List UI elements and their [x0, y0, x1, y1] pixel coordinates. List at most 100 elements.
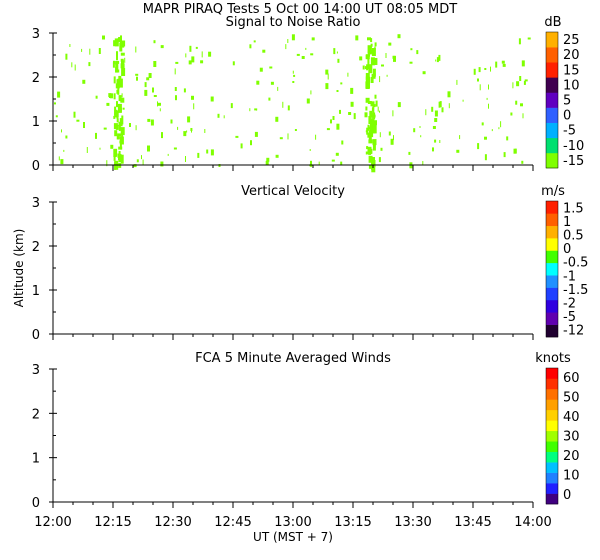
snr-return-mark [488, 103, 489, 109]
snr-return-mark [375, 100, 378, 107]
snr-return-mark [82, 79, 86, 84]
snr-streak-mark [114, 38, 119, 47]
colorbar-segment [546, 62, 558, 78]
snr-return-mark [197, 152, 200, 158]
snr-return-mark [381, 64, 384, 67]
snr-return-mark [390, 138, 394, 145]
snr-return-mark [325, 83, 329, 90]
snr-return-mark [519, 76, 522, 81]
snr-return-mark [170, 119, 173, 124]
snr-return-mark [195, 46, 198, 49]
snr-return-mark [191, 95, 194, 100]
snr-return-mark [135, 125, 137, 131]
snr-return-mark [490, 66, 491, 72]
snr-return-mark [501, 60, 505, 64]
snr-return-mark [201, 51, 203, 58]
snr-return-mark [135, 46, 137, 53]
snr-streak-mark [118, 122, 121, 131]
snr-return-mark [55, 115, 58, 118]
snr-streak-mark [367, 58, 370, 67]
x-tick-label: 12:00 [34, 515, 71, 530]
snr-return-mark [484, 68, 487, 70]
y-tick-label: 2 [32, 240, 40, 255]
snr-return-mark [275, 154, 279, 158]
colorbar-frame [545, 367, 559, 505]
snr-return-mark [285, 44, 287, 50]
snr-return-mark [335, 152, 339, 156]
snr-return-mark [310, 90, 312, 95]
colorbar-segment [546, 430, 558, 442]
snr-streak-mark [365, 97, 370, 103]
snr-streak-mark [113, 93, 116, 100]
snr-return-mark [89, 48, 91, 55]
units-label: dB [544, 15, 561, 30]
snr-return-mark [522, 113, 524, 119]
snr-return-mark [478, 67, 481, 73]
snr-streak-mark [368, 50, 373, 54]
snr-return-mark [161, 132, 163, 139]
colorbar-segment [546, 152, 558, 169]
colorbar-segment [546, 493, 558, 505]
snr-return-mark [292, 70, 294, 74]
snr-return-mark [183, 131, 187, 137]
snr-streak-mark [370, 120, 373, 124]
snr-return-mark [434, 139, 437, 143]
y-tick-label: 0 [32, 496, 40, 511]
colorbar-segment [546, 287, 558, 301]
colorbar-label: 10 [563, 468, 580, 483]
x-tick-label: 13:15 [334, 515, 371, 530]
snr-return-mark [333, 48, 336, 55]
snr-return-mark [160, 45, 164, 49]
colorbar-segment [546, 77, 558, 93]
snr-streak-mark [115, 63, 119, 72]
snr-return-mark [336, 123, 340, 130]
snr-return-mark [190, 128, 193, 131]
snr-streak-mark [118, 95, 122, 102]
snr-streak-mark [366, 127, 369, 135]
snr-return-mark [106, 102, 110, 106]
snr-return-mark [479, 84, 481, 91]
snr-streak-mark [372, 141, 376, 151]
snr-return-mark [256, 80, 260, 85]
snr-return-mark [210, 149, 214, 156]
snr-returns [54, 34, 531, 173]
snr-return-mark [432, 126, 436, 129]
snr-return-mark [58, 156, 60, 161]
snr-return-mark [385, 53, 387, 58]
snr-return-mark [374, 94, 377, 99]
snr-streak-mark [369, 130, 373, 136]
snr-return-mark [88, 62, 91, 67]
y-tick-label: 3 [32, 363, 40, 378]
colorbar-label: -12 [563, 324, 584, 339]
snr-return-mark [191, 56, 195, 63]
colorbar-label: 15 [563, 63, 580, 78]
snr-return-mark [108, 93, 112, 98]
colorbar-label: 40 [563, 410, 580, 425]
colorbar-frame [545, 200, 559, 338]
x-tick-label: 13:45 [454, 515, 491, 530]
snr-streak-mark [368, 164, 373, 169]
snr-return-mark [152, 87, 154, 93]
snr-return-mark [364, 112, 368, 118]
snr-return-mark [359, 56, 363, 61]
colorbar-frame [545, 31, 559, 169]
snr-return-mark [484, 136, 487, 140]
snr-streak-mark [116, 136, 120, 140]
snr-return-mark [129, 123, 131, 127]
snr-streak-mark [368, 126, 373, 130]
snr-return-mark [393, 55, 396, 62]
snr-return-mark [144, 82, 147, 88]
snr-return-mark [256, 108, 257, 111]
snr-streak-mark [118, 146, 123, 150]
snr-streak-mark [371, 114, 376, 118]
colorbar-segment [546, 378, 558, 390]
snr-return-mark [462, 99, 464, 102]
colorbar-label: -15 [563, 154, 584, 169]
snr-return-mark [223, 115, 225, 119]
colorbar-segment [546, 92, 558, 108]
snr-return-mark [456, 149, 460, 153]
y-tick-label: 1 [32, 452, 40, 467]
snr-return-mark [60, 159, 64, 165]
snr-streak-mark [119, 123, 123, 127]
